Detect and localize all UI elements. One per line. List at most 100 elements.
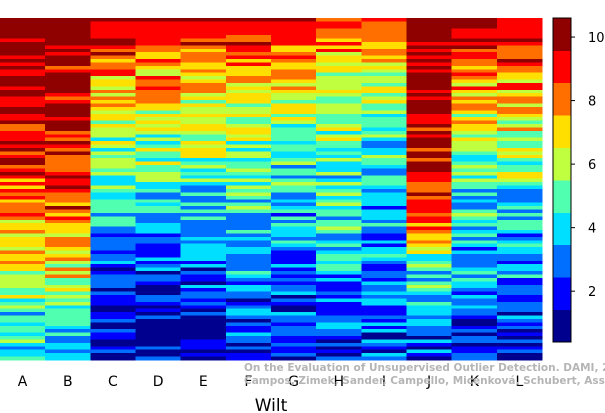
heatmap-cell [316,100,362,105]
heatmap-cell [135,216,182,221]
heatmap-cell [135,24,182,29]
heatmap-cell [271,312,317,317]
heatmap-cell [406,89,453,94]
heatmap-cell [316,322,362,327]
heatmap-cell [90,342,137,347]
heatmap-cell [180,103,227,108]
heatmap-cell [271,236,317,241]
heatmap-cell [361,141,408,146]
heatmap-cell [361,329,408,334]
heatmap-cell [225,325,272,330]
heatmap-cell [271,230,317,235]
heatmap-cell [451,315,498,320]
heatmap-cell [180,247,227,252]
heatmap-cell [406,288,453,293]
heatmap-cell [496,31,543,36]
heatmap-cell [361,175,408,180]
heatmap-cell [0,318,46,323]
heatmap-cell [406,168,453,173]
heatmap-cell [180,301,227,306]
heatmap-cell [0,117,46,122]
heatmap-cell [45,86,91,91]
heatmap-cell [451,223,498,228]
heatmap-cell [406,195,453,200]
heatmap-cell [45,336,91,341]
heatmap-cell [45,284,91,289]
colorbar-segment [553,115,571,148]
heatmap-cell [225,168,272,173]
heatmap-cell [316,165,362,170]
heatmap-cell [180,48,227,53]
heatmap-cell [361,130,408,135]
heatmap-cell [451,31,498,36]
heatmap-cell [180,165,227,170]
heatmap-cell [316,349,362,354]
heatmap-cell [180,274,227,279]
heatmap-cell [271,124,317,129]
heatmap-cell [496,55,543,60]
heatmap-cell [496,62,543,67]
heatmap-cell [180,298,227,303]
heatmap-cell [361,250,408,255]
heatmap-cell [316,59,362,64]
heatmap-cell [90,72,137,77]
heatmap-cell [361,76,408,81]
heatmap-cell [45,103,91,108]
heatmap-cell [451,305,498,310]
heatmap-cell [135,281,182,286]
heatmap-cell [451,291,498,296]
heatmap-cell [45,175,91,180]
colorbar-tick-label: 4 [588,222,596,237]
heatmap-cell [451,260,498,265]
heatmap-cell [361,89,408,94]
heatmap-cell [45,329,91,334]
heatmap-cell [45,219,91,224]
heatmap-cell [180,28,227,33]
heatmap-cell [0,41,46,46]
heatmap-cell [45,106,91,111]
heatmap-cell [271,72,317,77]
heatmap-cell [135,353,182,358]
heatmap-cell [496,154,543,159]
heatmap-cell [135,271,182,276]
heatmap-cell [45,312,91,317]
heatmap-cell [225,96,272,101]
heatmap-cell [135,89,182,94]
heatmap-cell [180,151,227,156]
heatmap-cell [406,308,453,313]
heatmap-cell [496,82,543,87]
heatmap-cell [316,141,362,146]
heatmap-cell [225,288,272,293]
heatmap-cell [225,192,272,197]
heatmap-cell [45,247,91,252]
heatmap-cell [135,48,182,53]
heatmap-cell [361,264,408,269]
heatmap-cell [225,264,272,269]
heatmap-cell [45,100,91,105]
heatmap-cell [271,100,317,105]
heatmap-cell [406,65,453,70]
heatmap-cell [225,223,272,228]
heatmap-cell [271,65,317,70]
heatmap-cell [451,353,498,358]
heatmap-cell [451,52,498,57]
heatmap-cell [361,271,408,276]
heatmap-cell [90,65,137,70]
heatmap-cell [135,267,182,272]
heatmap-cell [90,295,137,300]
heatmap-cell [45,28,91,33]
heatmap-cell [361,206,408,211]
heatmap-cell [271,82,317,87]
heatmap-cell [451,124,498,129]
heatmap-cell [225,147,272,152]
heatmap-cell [451,243,498,248]
heatmap-cell [496,257,543,262]
heatmap-cell [135,141,182,146]
x-tick-label: B [63,374,73,390]
heatmap-cell [135,110,182,115]
heatmap-cell [406,178,453,183]
heatmap-cell [225,24,272,29]
heatmap-cell [180,322,227,327]
heatmap-cell [406,284,453,289]
